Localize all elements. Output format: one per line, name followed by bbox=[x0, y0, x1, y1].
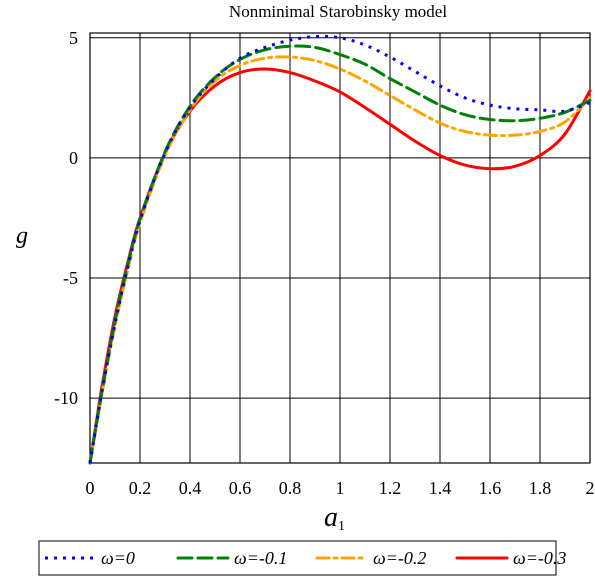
y-tick-label: 0 bbox=[69, 148, 78, 168]
grid bbox=[89, 33, 591, 463]
plot-frame bbox=[89, 32, 591, 464]
x-tick-label: 1.6 bbox=[479, 478, 502, 498]
legend: ω=0 ω=-0.1 ω=-0.2 ω=-0.3 bbox=[45, 548, 566, 568]
x-tick-label: 0 bbox=[86, 478, 95, 498]
x-axis-label: a1 bbox=[324, 502, 345, 534]
x-axis-label-subscript: 1 bbox=[338, 519, 345, 534]
x-tick-label: 0.6 bbox=[229, 478, 252, 498]
y-tick-label: 5 bbox=[69, 28, 78, 48]
legend-label: ω=-0.1 bbox=[234, 548, 287, 568]
y-axis-label: g bbox=[16, 223, 28, 249]
x-tick-label: 1.8 bbox=[529, 478, 552, 498]
legend-label: ω=0 bbox=[101, 548, 135, 568]
x-axis-label-main: a bbox=[324, 502, 338, 533]
legend-label: ω=-0.3 bbox=[513, 548, 566, 568]
x-tick-label: 0.8 bbox=[279, 478, 302, 498]
y-tick-label: -10 bbox=[54, 388, 78, 408]
tick-labels: 0 0.2 0.4 0.6 0.8 1 1.2 1.4 1.6 1.8 2 5 0 -5 -10 bbox=[54, 28, 595, 498]
series-layer bbox=[88, 34, 592, 465]
x-tick-label: 1.2 bbox=[379, 478, 402, 498]
legend-label: ω=-0.2 bbox=[373, 548, 426, 568]
x-tick-label: 1.4 bbox=[429, 478, 452, 498]
y-tick-label: -5 bbox=[63, 268, 78, 288]
series-line bbox=[88, 44, 592, 465]
x-tick-label: 0.4 bbox=[179, 478, 202, 498]
x-tick-label: 2 bbox=[586, 478, 595, 498]
x-tick-label: 1 bbox=[336, 478, 345, 498]
x-tick-label: 0.2 bbox=[129, 478, 152, 498]
chart-title: Nonminimal Starobinsky model bbox=[229, 2, 447, 21]
